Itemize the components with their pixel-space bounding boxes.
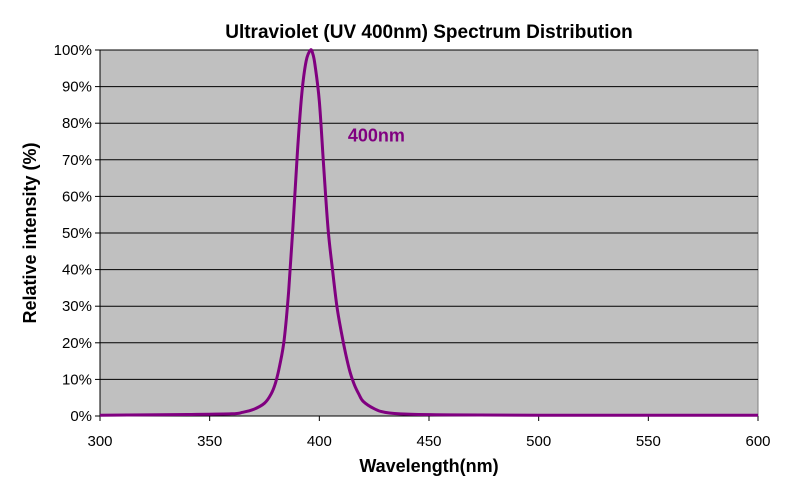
y-tick-label: 50% — [62, 225, 92, 242]
x-tick-label: 450 — [416, 433, 441, 450]
y-tick-label: 0% — [70, 408, 92, 425]
y-tick-label: 10% — [62, 371, 92, 388]
x-tick-label: 400 — [307, 433, 332, 450]
series-line-0 — [99, 48, 758, 417]
y-tick-label: 100% — [54, 42, 92, 59]
chart-title: Ultraviolet (UV 400nm) Spectrum Distribu… — [225, 22, 633, 43]
grid-lines — [100, 49, 758, 380]
x-tick-label: 350 — [197, 433, 222, 450]
x-tick-label: 600 — [745, 433, 770, 450]
y-tick-label: 90% — [62, 79, 92, 96]
series-layer — [99, 48, 758, 417]
x-tick-label: 550 — [636, 433, 661, 450]
y-tick-label: 20% — [62, 335, 92, 352]
y-tick-label: 60% — [62, 188, 92, 205]
y-tick-label: 80% — [62, 115, 92, 132]
x-tick-label: 500 — [526, 433, 551, 450]
peak-annotation: 400nm — [348, 126, 405, 146]
y-axis-title: Relative intensity (%) — [20, 142, 40, 323]
y-tick-label: 30% — [62, 298, 92, 315]
x-tick-label: 300 — [87, 433, 112, 450]
y-tick-label: 40% — [62, 262, 92, 279]
x-axis-title: Wavelength(nm) — [359, 456, 498, 476]
tick-labels: 0% 10% 20% 30% 40% 50% 60% 70% 80% 90% 100% 300 350 4… — [54, 42, 771, 450]
y-tick-label: 70% — [62, 152, 92, 169]
